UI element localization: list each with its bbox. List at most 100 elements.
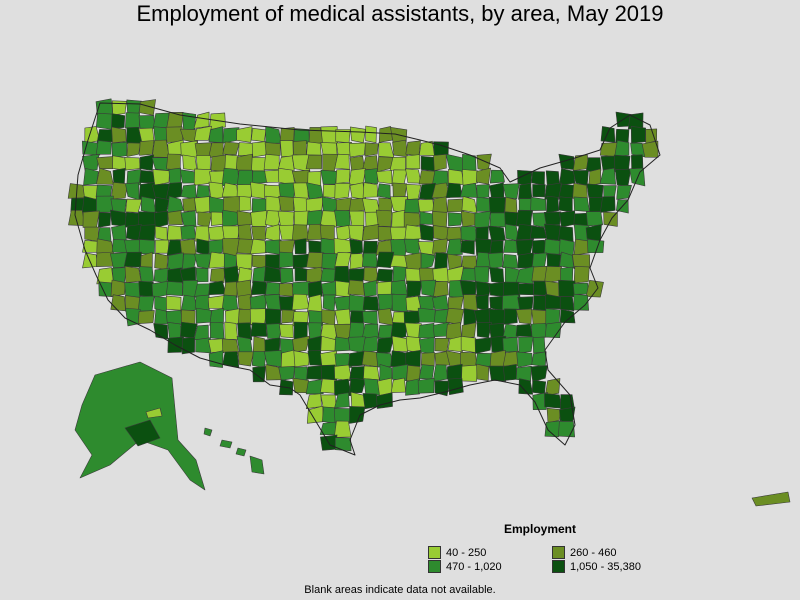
- map-region: [278, 155, 295, 171]
- map-region: [320, 126, 338, 144]
- map-region: [391, 335, 409, 352]
- map-region: [279, 251, 295, 268]
- map-region: [515, 308, 533, 325]
- map-region: [238, 195, 252, 212]
- map-region: [251, 225, 266, 241]
- map-region: [236, 184, 254, 199]
- map-region: [517, 252, 535, 269]
- map-region: [84, 226, 99, 242]
- map-region: [405, 140, 421, 157]
- map-region: [392, 139, 408, 157]
- us-outline: [74, 102, 661, 456]
- map-region: [515, 239, 534, 256]
- map-region: [182, 154, 198, 172]
- map-region: [195, 337, 212, 354]
- map-region: [126, 142, 141, 157]
- map-region: [516, 224, 535, 241]
- map-region: [376, 268, 394, 283]
- map-region: [152, 169, 170, 186]
- map-region: [377, 308, 394, 326]
- map-region: [96, 167, 114, 185]
- map-region: [207, 225, 225, 241]
- map-region: [502, 323, 519, 338]
- map-region: [417, 199, 435, 213]
- map-region: [333, 237, 352, 255]
- map-region: [530, 365, 548, 383]
- map-region: [334, 209, 351, 227]
- map-region: [320, 210, 339, 228]
- map-region: [151, 139, 170, 158]
- map-region: [139, 170, 156, 184]
- map-region: [293, 321, 308, 340]
- map-region: [543, 238, 561, 255]
- map-region: [292, 335, 311, 353]
- map-region: [531, 379, 547, 395]
- map-region: [82, 210, 100, 228]
- map-region: [474, 266, 490, 285]
- map-region: [221, 182, 239, 198]
- map-region: [503, 364, 517, 381]
- map-region: [193, 111, 210, 129]
- map-region: [363, 365, 380, 381]
- legend-item-470-1020: 470 - 1,020: [428, 560, 502, 573]
- map-region: [166, 295, 182, 311]
- map-region: [348, 350, 365, 367]
- map-region: [334, 266, 350, 284]
- map-region: [600, 126, 616, 143]
- map-region: [488, 365, 507, 382]
- map-region: [221, 294, 239, 311]
- map-region: [445, 322, 462, 340]
- map-region: [291, 293, 310, 311]
- map-region: [222, 209, 240, 228]
- map-region: [125, 198, 143, 213]
- map-region: [404, 198, 420, 214]
- legend-title: Employment: [504, 522, 577, 536]
- map-region: [138, 266, 154, 285]
- map-region: [418, 182, 436, 201]
- map-region: [252, 366, 266, 383]
- map-region: [349, 406, 366, 424]
- map-region: [250, 210, 267, 228]
- map-region: [558, 196, 573, 213]
- map-region: [502, 254, 519, 269]
- map-region: [348, 198, 365, 214]
- map-region: [319, 224, 335, 241]
- map-region: [558, 279, 577, 298]
- map-region: [224, 321, 239, 340]
- map-region: [559, 210, 576, 228]
- map-region: [123, 251, 142, 268]
- map-region: [249, 294, 267, 311]
- map-region: [210, 321, 225, 340]
- map-region: [322, 294, 336, 312]
- map-region: [573, 266, 590, 284]
- map-region: [419, 211, 434, 225]
- map-region: [294, 366, 309, 383]
- map-region: [362, 224, 380, 241]
- map-region: [433, 154, 447, 172]
- map-region: [348, 142, 366, 158]
- hawaii-region: [203, 427, 213, 437]
- map-region: [600, 196, 616, 213]
- map-region: [140, 196, 157, 215]
- map-region: [405, 154, 421, 170]
- map-region: [349, 253, 365, 270]
- map-region: [641, 140, 659, 158]
- map-region: [446, 363, 463, 380]
- map-region: [488, 196, 506, 215]
- map-region: [432, 196, 448, 214]
- map-region: [111, 141, 128, 159]
- map-region: [321, 253, 338, 270]
- map-region: [517, 296, 534, 313]
- map-region: [531, 351, 547, 368]
- map-region: [462, 169, 478, 186]
- map-region: [378, 324, 393, 340]
- map-region: [291, 154, 311, 172]
- map-region: [572, 282, 590, 295]
- map-region: [392, 265, 408, 283]
- legend-label: 260 - 460: [570, 546, 617, 559]
- map-region: [432, 294, 449, 310]
- map-region: [377, 281, 393, 297]
- map-region: [306, 251, 325, 269]
- map-region: [475, 281, 492, 297]
- map-region: [264, 224, 280, 243]
